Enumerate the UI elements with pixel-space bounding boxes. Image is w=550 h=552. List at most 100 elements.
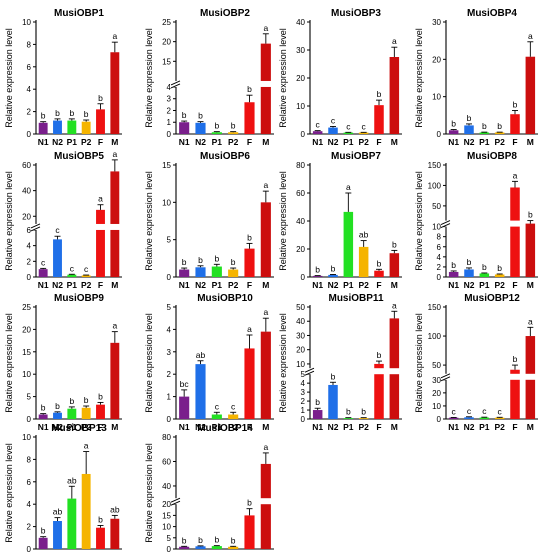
chart-title: MusiOBP11 bbox=[328, 293, 383, 304]
significance-letter: b bbox=[98, 514, 103, 524]
significance-letter: a bbox=[112, 149, 117, 159]
chart-title: MusiOBP2 bbox=[200, 8, 250, 19]
chart-title: MusiOBP5 bbox=[54, 151, 104, 162]
bar-f bbox=[374, 270, 384, 277]
chart-title: MusiOBP14 bbox=[197, 423, 253, 434]
bar-f bbox=[96, 209, 105, 277]
y-tick-label: 6 bbox=[27, 478, 32, 487]
bar-m bbox=[260, 331, 271, 419]
significance-letter: ab bbox=[67, 475, 77, 485]
significance-letter: b bbox=[55, 108, 60, 118]
significance-letter: b bbox=[214, 535, 219, 545]
bar-p2 bbox=[358, 246, 369, 277]
y-tick-label: 15 bbox=[162, 161, 171, 170]
significance-letter: b bbox=[497, 121, 502, 131]
bar-p1 bbox=[67, 498, 77, 549]
y-tick-label: 10 bbox=[296, 360, 305, 369]
x-tick-label: P2 bbox=[228, 422, 239, 432]
y-tick-label: 4 bbox=[27, 500, 32, 509]
y-tick-label: 2 bbox=[301, 397, 306, 406]
significance-letter: b bbox=[231, 535, 236, 545]
y-tick-label: 1 bbox=[301, 406, 306, 415]
bar-n2 bbox=[195, 267, 206, 277]
panel-musiobp12: MusiOBP12 Relative expression level 0 10 20 3… bbox=[414, 293, 538, 432]
x-tick-label: F bbox=[247, 137, 252, 147]
y-axis-label: Relative expression level bbox=[278, 171, 288, 271]
y-axis-label: Relative expression level bbox=[4, 443, 14, 543]
y-tick-label: 80 bbox=[296, 161, 305, 170]
bar-n1 bbox=[448, 417, 459, 419]
x-tick-label: P2 bbox=[494, 422, 505, 432]
y-tick-label: 4 bbox=[437, 253, 442, 262]
y-tick-label: 0 bbox=[301, 273, 306, 282]
x-tick-label: F bbox=[247, 280, 252, 290]
y-tick-label: 5 bbox=[167, 236, 172, 245]
panel-musiobp9: MusiOBP9 Relative expression level 0 5 10 15 2… bbox=[4, 293, 122, 432]
y-tick-label: 2 bbox=[27, 108, 32, 117]
x-tick-label: N2 bbox=[52, 280, 63, 290]
x-tick-label: N2 bbox=[328, 137, 339, 147]
x-tick-label: M bbox=[391, 137, 398, 147]
chart-title: MusiOBP13 bbox=[51, 423, 107, 434]
significance-letter: b bbox=[377, 89, 382, 99]
significance-letter: b bbox=[377, 258, 382, 268]
y-tick-label: 5 bbox=[27, 393, 32, 402]
bar-break-gap bbox=[109, 223, 121, 230]
bar-n2 bbox=[328, 274, 338, 277]
significance-letter: a bbox=[528, 31, 533, 41]
bar-p2 bbox=[228, 546, 239, 549]
x-tick-label: P2 bbox=[81, 280, 92, 290]
significance-letter: c bbox=[346, 121, 351, 131]
bar-n2 bbox=[195, 364, 206, 419]
y-tick-label: 20 bbox=[296, 346, 305, 355]
significance-letter: a bbox=[112, 321, 117, 331]
y-tick-label: 50 bbox=[296, 303, 305, 312]
y-tick-label: 25 bbox=[162, 18, 171, 27]
y-tick-label: 20 bbox=[296, 74, 305, 83]
y-tick-label: 25 bbox=[22, 303, 31, 312]
y-tick-label: 2 bbox=[27, 523, 32, 532]
panel-musiobp1: MusiOBP1 Relative expression level 0 2 4 6 8 10… bbox=[4, 8, 122, 147]
y-axis-label: Relative expression level bbox=[144, 28, 154, 128]
x-tick-label: P2 bbox=[494, 137, 505, 147]
panel-musiobp13: MusiOBP13 Relative expression level 0 2 4 6 8 1… bbox=[4, 423, 122, 552]
significance-letter: b bbox=[331, 263, 336, 273]
significance-letter: a bbox=[528, 316, 533, 326]
bar-p2 bbox=[494, 417, 505, 419]
x-tick-label: N1 bbox=[38, 422, 49, 432]
bar-n2 bbox=[53, 412, 62, 419]
bar-f bbox=[374, 363, 384, 419]
axis-break-mark bbox=[170, 83, 181, 89]
bar-n1 bbox=[179, 546, 190, 549]
y-tick-label: 8 bbox=[27, 455, 32, 464]
y-axis-label: Relative expression level bbox=[144, 171, 154, 271]
bar-break-gap bbox=[388, 368, 401, 375]
y-tick-label: 0 bbox=[167, 415, 172, 424]
significance-letter: b bbox=[198, 111, 203, 121]
bar-n1 bbox=[312, 275, 323, 277]
bar-n1 bbox=[312, 131, 323, 134]
axis-break-mark bbox=[440, 223, 451, 229]
significance-letter: c bbox=[231, 401, 236, 411]
bar-f bbox=[510, 187, 520, 277]
significance-letter: b bbox=[214, 121, 219, 131]
axis-break-mark bbox=[440, 220, 451, 226]
y-tick-label: 50 bbox=[432, 361, 441, 370]
bar-n1 bbox=[38, 414, 48, 419]
bar-p1 bbox=[479, 417, 490, 419]
significance-letter: ab bbox=[53, 507, 63, 517]
y-tick-label: 10 bbox=[432, 402, 441, 411]
bar-f bbox=[510, 369, 520, 419]
bar-p2 bbox=[228, 132, 239, 134]
axis-break-mark bbox=[304, 367, 315, 373]
bar-m bbox=[389, 57, 400, 134]
x-tick-label: N2 bbox=[328, 280, 339, 290]
bar-break-gap bbox=[524, 373, 537, 380]
bar-p2 bbox=[81, 275, 91, 277]
bar-n2 bbox=[464, 125, 474, 134]
y-tick-label: 10 bbox=[22, 433, 31, 442]
x-tick-label: N1 bbox=[179, 422, 190, 432]
y-tick-label: 0 bbox=[27, 273, 32, 282]
axis-break-mark bbox=[440, 376, 451, 382]
